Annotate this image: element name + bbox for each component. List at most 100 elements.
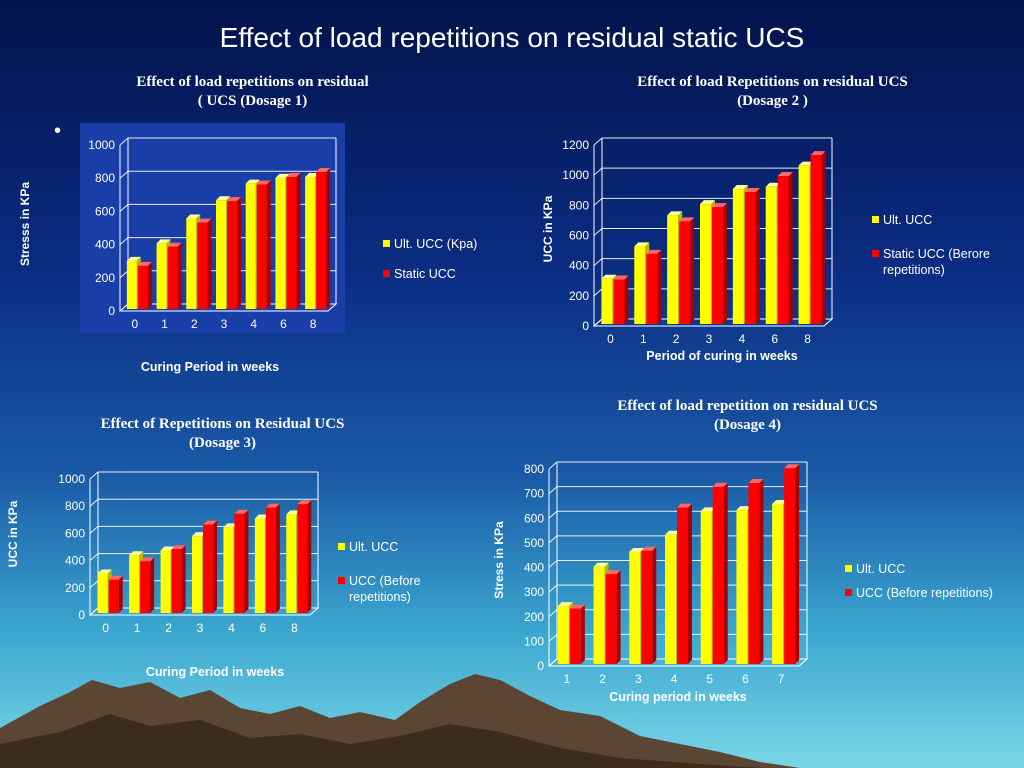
bar-ult-0 — [601, 278, 613, 324]
chart3-legend-static: UCC (Before repetitions) — [338, 573, 468, 605]
bar-top-0-1-3 — [227, 197, 241, 202]
bar-ult-2 — [186, 218, 197, 309]
x-tick-label: 0 — [102, 621, 109, 635]
bar-top-1-0-6 — [798, 161, 814, 166]
bar-ult-4 — [732, 189, 744, 324]
bar-static-6 — [286, 177, 297, 309]
slide-title: Effect of load repetitions on residual s… — [219, 22, 805, 53]
bar-static-3 — [712, 207, 723, 324]
chart3-title: Effect of Repetitions on Residual UCS (D… — [60, 415, 385, 453]
chart1-title-line1: Effect of load repetitions on residual — [136, 74, 369, 90]
bar-top-3-0-3 — [665, 530, 680, 535]
legend-swatch — [872, 250, 879, 257]
bar-top-2-0-4 — [223, 523, 238, 528]
chart4-x-axis-label: Curing period in weeks — [609, 690, 747, 704]
x-tick-label: 1 — [564, 672, 571, 686]
bar-side-1-1-1 — [657, 249, 662, 324]
gridline-depth — [593, 167, 603, 176]
bar-ult-3 — [216, 200, 226, 309]
bar-side-1-1-4 — [755, 188, 760, 324]
x-tick-label: 8 — [291, 621, 298, 635]
bar-ult-6 — [765, 186, 777, 324]
y-tick-label: 800 — [95, 171, 115, 185]
bar-side-2-1-5 — [275, 503, 280, 613]
gridline-depth — [593, 258, 603, 267]
chart2-title-line1: Effect of load Repetitions on residual U… — [637, 74, 908, 90]
legend-swatch — [383, 270, 390, 277]
x-tick-label: 8 — [804, 332, 811, 346]
legend-label: Static UCC (Berore repetitions) — [883, 247, 990, 277]
chart1-legend-ult: Ult. UCC (Kpa) — [383, 236, 518, 252]
bar-top-0-0-6 — [305, 173, 320, 178]
legend-label: Static UCC — [394, 267, 456, 281]
chart3-title-line2: (Dosage 3) — [188, 435, 257, 451]
bar-top-2-0-2 — [160, 546, 175, 551]
bar-side-2-1-1 — [150, 557, 155, 613]
chart2-plot: 0 200 400 600 800 1000 1200 0 1 2 3 4 6 8 — [562, 137, 834, 346]
bar-top-3-1-3 — [677, 503, 692, 508]
x-tick-label: 4 — [739, 332, 746, 346]
y-tick-label: 500 — [524, 536, 544, 550]
bar-ult-6 — [254, 518, 265, 613]
bar-ult-8 — [305, 177, 316, 309]
chart3-x-axis-label: Curing Period in weeks — [145, 665, 285, 679]
bar-top-1-1-3 — [712, 203, 727, 208]
bar-static-4 — [677, 507, 688, 664]
x-tick-label: 6 — [771, 332, 778, 346]
bar-top-1-1-1 — [646, 249, 662, 254]
x-tick-label: 1 — [640, 332, 647, 346]
bar-top-1-1-5 — [777, 172, 793, 177]
chart2-title: Effect of load Repetitions on residual U… — [585, 73, 960, 111]
legend-swatch — [872, 216, 879, 223]
bar-top-0-1-2 — [197, 218, 212, 223]
bar-top-2-1-6 — [297, 500, 312, 505]
x-tick-label: 4 — [228, 621, 235, 635]
chart1-legend-static: Static UCC — [383, 266, 518, 282]
bar-top-3-1-2 — [641, 546, 657, 551]
bar-static-0 — [137, 265, 148, 309]
bar-top-3-0-4 — [700, 507, 716, 512]
y-tick-label: 200 — [95, 271, 115, 285]
bar-top-2-1-1 — [140, 557, 155, 562]
chart4-title: Effect of load repetition on residual UC… — [565, 397, 930, 435]
chart4-legend-ult: Ult. UCC — [845, 561, 1020, 577]
bar-static-1 — [140, 561, 151, 613]
y-tick-label: 1000 — [88, 138, 115, 152]
bar-side-0-1-4 — [266, 180, 271, 309]
bar-static-6 — [748, 483, 760, 664]
gridline-depth — [548, 461, 558, 470]
bar-top-0-1-0 — [137, 261, 152, 266]
bar-side-1-1-3 — [723, 203, 727, 324]
chart3-legend: Ult. UCC UCC (Before repetitions) — [338, 539, 468, 619]
bar-ult-0 — [126, 260, 137, 309]
gridline-depth — [593, 137, 603, 146]
bar-static-2 — [197, 222, 208, 309]
bar-side-3-1-6 — [795, 464, 800, 664]
bar-ult-0 — [97, 573, 108, 613]
bar-static-3 — [203, 524, 213, 613]
x-tick-label: 2 — [165, 621, 172, 635]
gridline-depth — [119, 270, 129, 279]
x-tick-label: 3 — [221, 317, 228, 331]
bar-static-2 — [679, 221, 691, 324]
bar-side-1-1-6 — [821, 151, 826, 324]
legend-label: UCC (Before repetitions) — [349, 574, 421, 604]
y-tick-label: 600 — [65, 526, 85, 540]
bar-top-2-1-2 — [171, 545, 186, 550]
bar-static-0 — [613, 279, 625, 324]
chart4-y-axis-label: Stress in KPa — [492, 521, 506, 599]
gridline-depth — [548, 633, 558, 642]
gridline-depth — [548, 486, 558, 495]
bar-top-0-0-1 — [156, 239, 171, 244]
x-tick-label: 6 — [742, 672, 749, 686]
chart3-y-axis-label: UCC in KPa — [6, 500, 20, 568]
y-tick-label: 800 — [569, 198, 589, 212]
legend-label: Ult. UCC — [349, 540, 399, 554]
bar-side-0-1-5 — [296, 173, 301, 309]
bar-top-3-0-5 — [736, 506, 752, 511]
bar-static-4 — [234, 513, 245, 613]
bar-side-3-1-3 — [688, 503, 692, 664]
chart4-title-line1: Effect of load repetition on residual UC… — [617, 398, 878, 414]
gridline-depth — [548, 609, 558, 618]
y-tick-label: 1000 — [58, 472, 85, 486]
